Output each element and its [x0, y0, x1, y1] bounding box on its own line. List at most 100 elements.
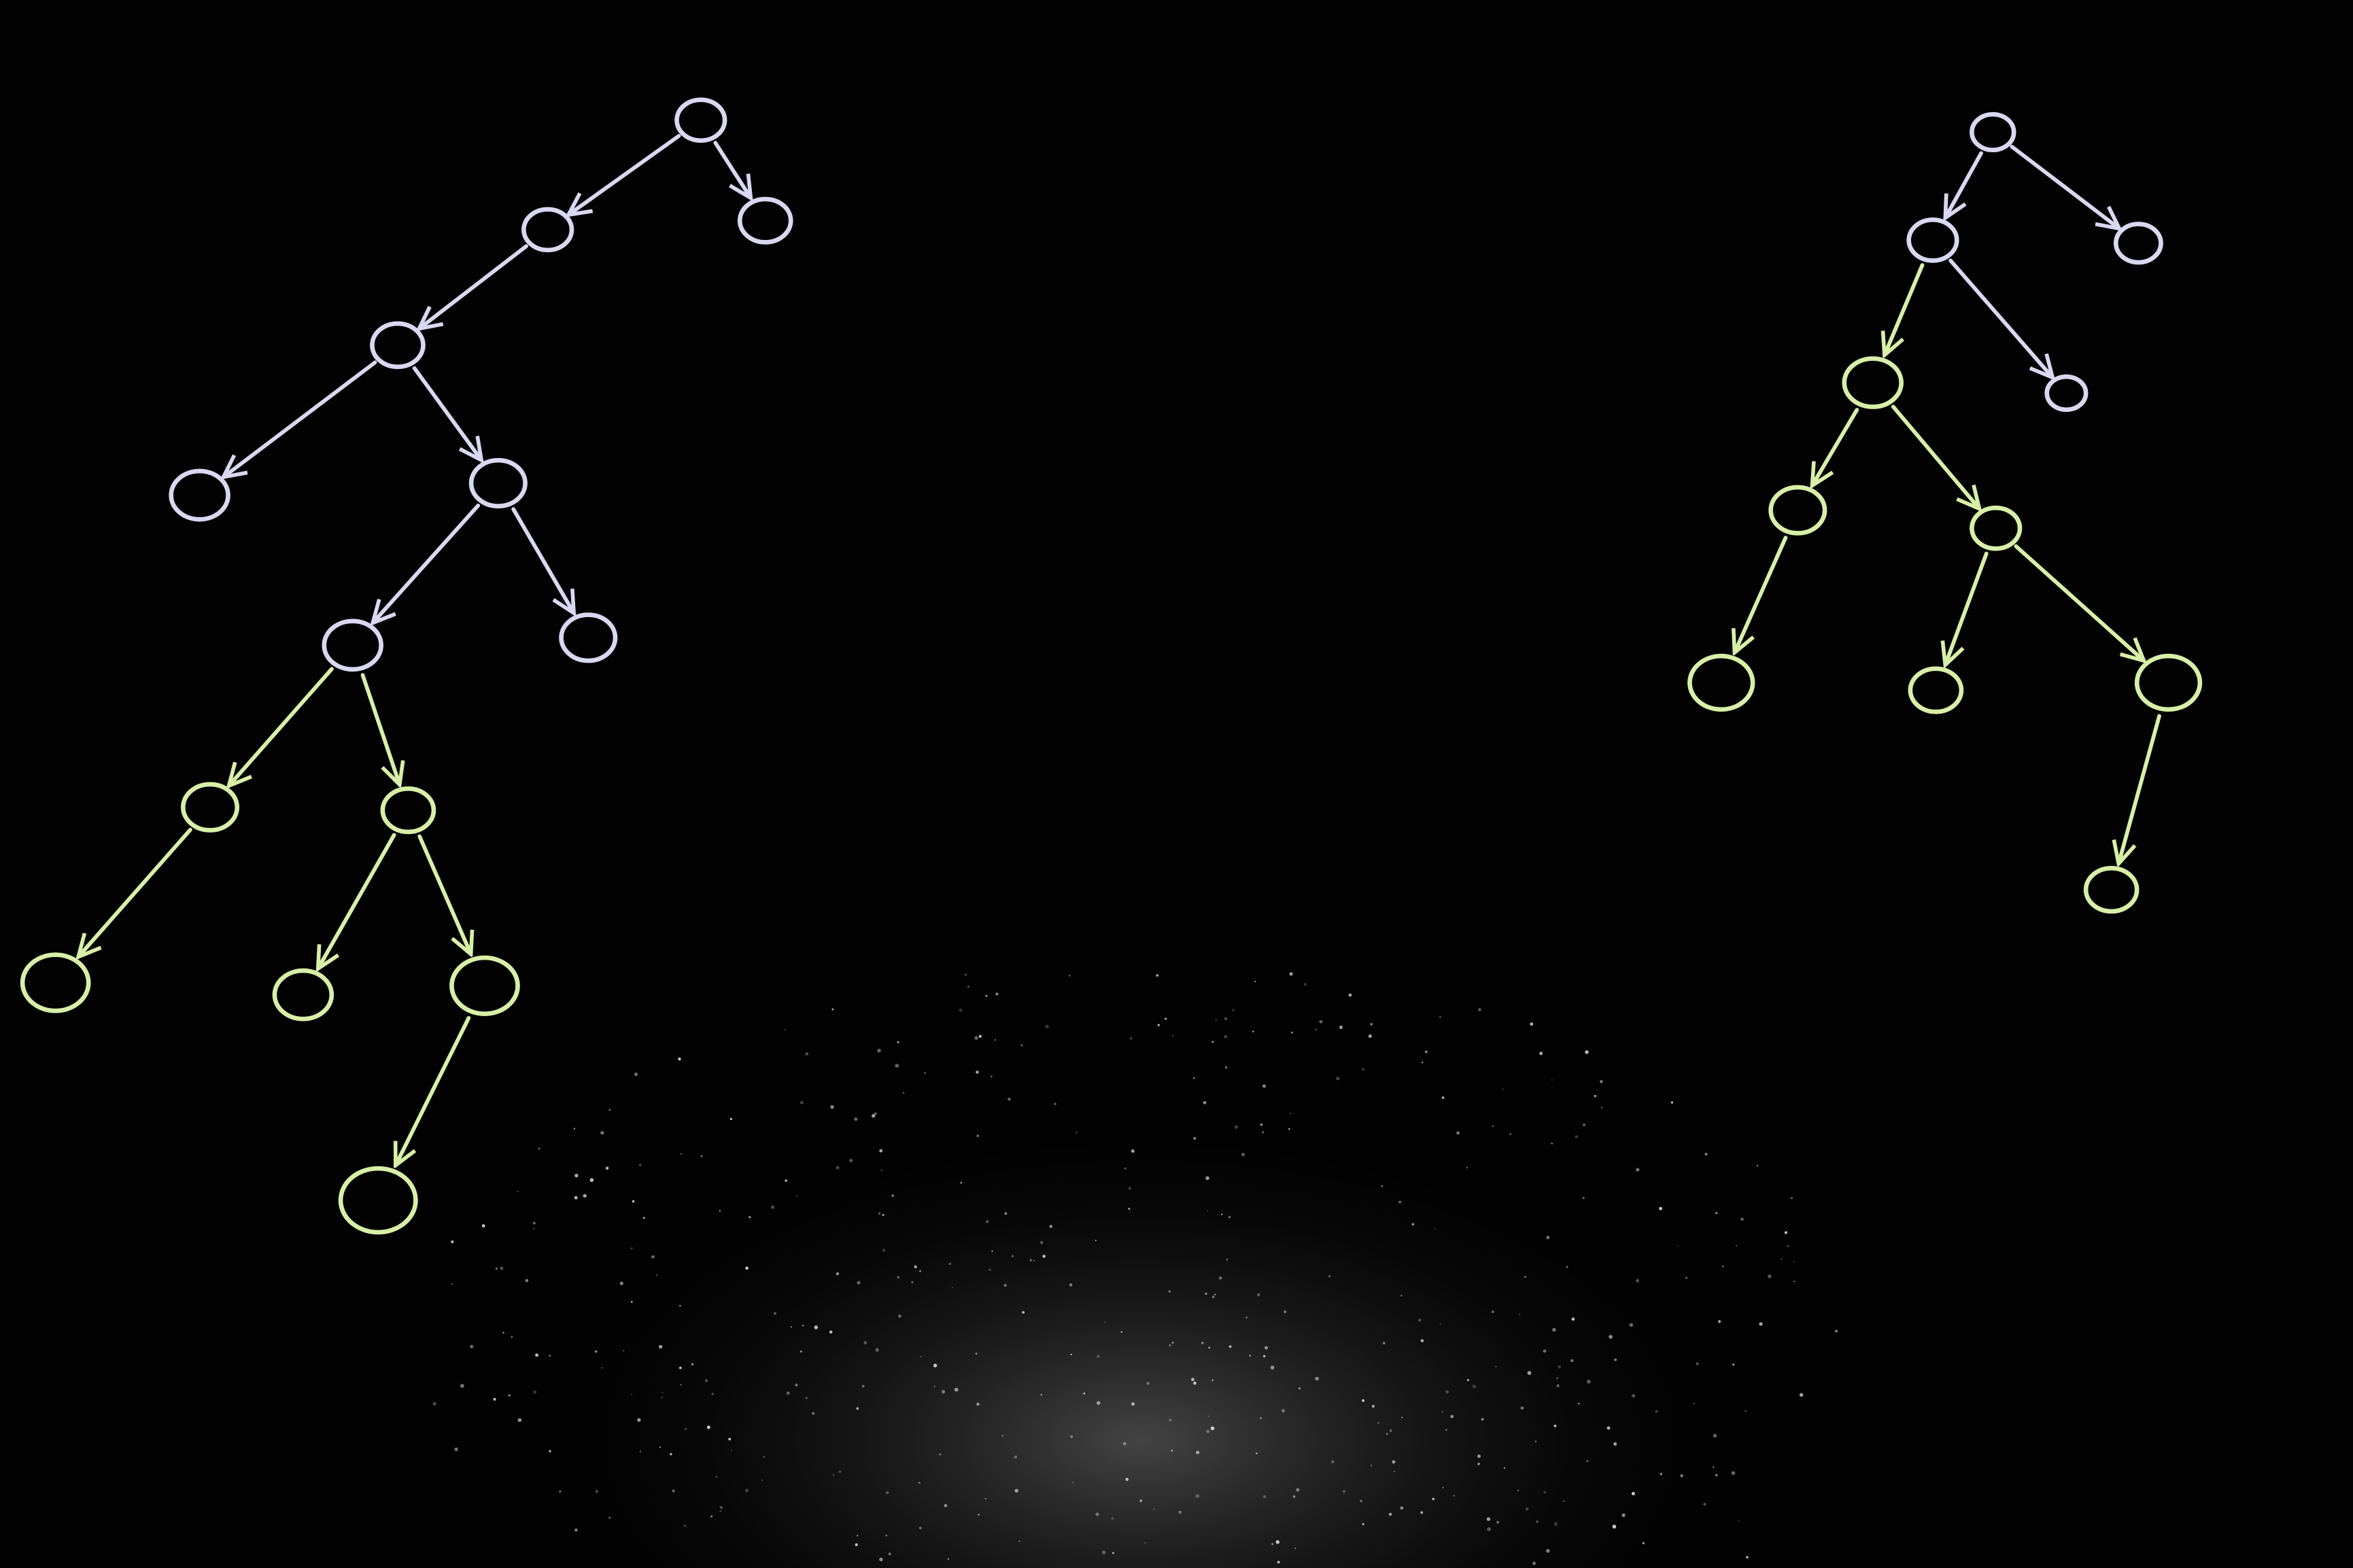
speck — [1257, 1293, 1260, 1297]
speck — [1502, 1088, 1505, 1090]
tree-node — [20, 952, 91, 1013]
speck — [1212, 1379, 1214, 1382]
speck — [1076, 1132, 1078, 1134]
speck — [985, 1220, 989, 1223]
speck — [1262, 1084, 1267, 1088]
speck — [1120, 1331, 1122, 1334]
speck — [1054, 1102, 1057, 1105]
speck — [1558, 1365, 1562, 1369]
speck — [685, 1428, 687, 1431]
speck — [978, 1034, 982, 1038]
arrow — [1734, 536, 1788, 652]
speck — [1224, 1034, 1228, 1039]
speck — [1582, 1197, 1585, 1199]
speck — [1586, 1460, 1588, 1463]
speck — [1224, 1017, 1228, 1021]
speck — [1422, 1062, 1424, 1064]
speck — [941, 1390, 946, 1394]
tree-diagrams — [20, 97, 2203, 1235]
speck — [1226, 1258, 1229, 1261]
speck — [1018, 1540, 1020, 1542]
arrow — [1945, 151, 1983, 217]
speck — [1793, 1260, 1795, 1263]
speck — [706, 1425, 710, 1429]
speck — [1432, 1497, 1435, 1501]
speck — [1456, 1131, 1460, 1135]
speck — [1740, 1217, 1744, 1221]
speck — [857, 1535, 859, 1537]
speck — [1401, 1416, 1403, 1418]
speck — [1491, 1310, 1494, 1314]
speck — [1069, 1283, 1073, 1287]
speck — [1466, 1379, 1469, 1381]
speck — [622, 1350, 625, 1352]
speck — [1556, 1377, 1558, 1379]
speck — [595, 1490, 599, 1493]
speck — [967, 985, 970, 988]
speck — [1693, 1402, 1695, 1405]
speck — [1212, 1041, 1214, 1043]
speck — [1398, 1201, 1401, 1204]
speck — [1386, 1433, 1388, 1435]
speck — [1070, 1353, 1072, 1356]
speck — [1781, 1258, 1783, 1260]
speck — [1575, 1135, 1579, 1138]
arrow — [1885, 263, 1925, 355]
light-reflection — [510, 1110, 1771, 1568]
speck — [854, 1117, 858, 1121]
speck — [1371, 1404, 1375, 1408]
speck — [679, 1305, 681, 1307]
speck — [1487, 1527, 1491, 1531]
speck — [1014, 1455, 1018, 1459]
speck — [1495, 1365, 1497, 1367]
speck — [1551, 1143, 1553, 1145]
speck — [786, 1391, 790, 1395]
speck — [902, 1092, 905, 1094]
speck — [1439, 1323, 1441, 1325]
tree-node — [737, 196, 793, 245]
tree-node — [1842, 356, 1904, 409]
speck — [976, 1070, 979, 1074]
tree-node — [180, 782, 240, 833]
speck — [918, 1482, 921, 1484]
speck — [1328, 1275, 1331, 1278]
speck — [1424, 1050, 1428, 1053]
speck — [874, 1112, 877, 1115]
speck — [856, 1407, 859, 1410]
speck — [655, 1274, 658, 1276]
speck — [678, 1057, 681, 1061]
speck — [1496, 1520, 1499, 1524]
speck — [1069, 975, 1071, 977]
speck — [1246, 1316, 1248, 1319]
speck — [918, 1527, 922, 1529]
speck — [1607, 1426, 1611, 1430]
speck — [583, 1194, 587, 1198]
speck — [1570, 1359, 1574, 1363]
speck — [1477, 1008, 1481, 1011]
speck — [559, 1491, 561, 1493]
speck — [1139, 1499, 1143, 1502]
speck — [1339, 1026, 1343, 1029]
speck — [1453, 1495, 1455, 1497]
speck — [1442, 1486, 1444, 1488]
speck — [1527, 1371, 1532, 1375]
speck — [642, 1217, 645, 1219]
speck — [1585, 1050, 1589, 1054]
speck — [1786, 1244, 1789, 1248]
speck — [1343, 1490, 1345, 1493]
speck — [829, 1330, 833, 1334]
speck — [1033, 1260, 1035, 1262]
speck — [1553, 1425, 1557, 1427]
speck — [601, 1367, 603, 1369]
speck — [1232, 1009, 1235, 1011]
speck — [911, 1280, 914, 1284]
speck — [634, 1073, 638, 1077]
speck — [814, 1325, 819, 1329]
speck — [1539, 1051, 1543, 1056]
speck — [1685, 1276, 1688, 1279]
speck — [888, 1552, 891, 1556]
speck — [659, 1344, 663, 1349]
speck — [538, 1147, 540, 1150]
speck — [1543, 1491, 1546, 1494]
tree-node — [1906, 217, 1959, 263]
